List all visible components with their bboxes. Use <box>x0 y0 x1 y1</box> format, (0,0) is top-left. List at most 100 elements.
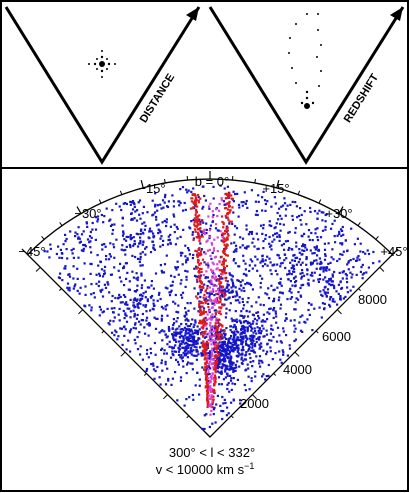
galaxy-point <box>289 297 292 300</box>
galaxy-point <box>345 277 348 280</box>
galaxy-point-red <box>194 196 198 200</box>
galaxy-point <box>173 231 176 234</box>
galaxy-point <box>184 269 187 272</box>
galaxy-point <box>238 319 241 322</box>
galaxy-point <box>318 273 321 276</box>
galaxy-point <box>109 255 112 258</box>
galaxy-point <box>144 290 147 293</box>
cluster-dot <box>101 76 103 78</box>
galaxy-point-red <box>196 255 199 259</box>
galaxy-point <box>196 332 199 335</box>
galaxy-point <box>252 331 255 334</box>
galaxy-point <box>205 413 208 416</box>
galaxy-point <box>195 329 198 332</box>
galaxy-point <box>312 279 315 282</box>
galaxy-point <box>186 191 189 194</box>
galaxy-point <box>276 211 279 215</box>
galaxy-point-magenta <box>206 249 210 252</box>
galaxy-point <box>229 374 232 377</box>
galaxy-point-red <box>197 254 200 257</box>
fog-dot <box>289 37 291 39</box>
galaxy-point-red <box>196 297 199 300</box>
galaxy-point <box>218 357 221 360</box>
galaxy-point <box>230 242 233 245</box>
galaxy-point <box>209 354 212 357</box>
galaxy-point <box>199 346 202 349</box>
galaxy-point <box>187 328 190 331</box>
galaxy-point <box>238 206 241 209</box>
galaxy-point <box>246 206 249 209</box>
galaxy-point <box>259 281 262 285</box>
galaxy-point <box>225 352 228 355</box>
arc-tick <box>76 206 82 214</box>
galaxy-point <box>295 297 298 300</box>
galaxy-point <box>179 188 182 191</box>
galaxy-point-magenta <box>207 362 210 365</box>
galaxy-point <box>122 202 125 205</box>
galaxy-point <box>250 189 253 192</box>
galaxy-point-red <box>204 345 208 348</box>
galaxy-point <box>77 237 80 240</box>
galaxy-point <box>248 324 251 328</box>
galaxy-point <box>237 355 240 358</box>
galaxy-point <box>190 346 193 350</box>
galaxy-point <box>258 347 262 350</box>
galaxy-point-red <box>218 311 221 314</box>
galaxy-point <box>264 209 267 212</box>
galaxy-point <box>323 308 326 311</box>
galaxy-point <box>218 371 221 374</box>
galaxy-point <box>280 361 283 364</box>
galaxy-point <box>298 251 301 254</box>
galaxy-point <box>233 383 237 386</box>
galaxy-point-red <box>195 267 198 270</box>
galaxy-point <box>163 196 167 199</box>
cluster-dot <box>88 63 90 65</box>
galaxy-point <box>165 254 168 257</box>
galaxy-point <box>174 266 177 269</box>
galaxy-point-red <box>228 194 231 197</box>
galaxy-point <box>227 356 230 359</box>
galaxy-point <box>262 247 265 250</box>
galaxy-point <box>160 359 163 362</box>
galaxy-point <box>233 330 236 333</box>
galaxy-point <box>164 305 167 308</box>
galaxy-point <box>124 313 127 316</box>
galaxy-point <box>248 353 251 356</box>
galaxy-point-red <box>220 263 223 266</box>
galaxy-point <box>136 209 139 212</box>
galaxy-point <box>186 302 189 305</box>
galaxy-point <box>255 355 258 358</box>
galaxy-point <box>307 229 311 232</box>
galaxy-point-magenta <box>215 284 218 287</box>
galaxy-point-magenta <box>203 232 207 235</box>
galaxy-point-red <box>206 391 209 394</box>
galaxy-point <box>57 245 60 248</box>
galaxy-point-magenta <box>212 283 215 286</box>
galaxy-point-magenta <box>215 290 218 293</box>
galaxy-point <box>177 347 180 350</box>
galaxy-point <box>279 303 283 306</box>
galaxy-point <box>113 266 116 269</box>
galaxy-point <box>232 367 235 370</box>
galaxy-point <box>284 266 287 270</box>
galaxy-point-red <box>218 295 221 298</box>
galaxy-point <box>294 338 297 341</box>
galaxy-point-red <box>217 333 220 336</box>
galaxy-point <box>77 226 80 229</box>
galaxy-point <box>122 309 125 313</box>
galaxy-point <box>225 298 228 301</box>
galaxy-point-magenta <box>210 375 213 378</box>
galaxy-point <box>202 205 205 208</box>
galaxy-point <box>240 289 243 292</box>
galaxy-point <box>99 289 102 292</box>
galaxy-point <box>180 342 183 346</box>
galaxy-point <box>223 291 226 295</box>
galaxy-point <box>277 254 280 257</box>
galaxy-point <box>91 221 94 225</box>
galaxy-point <box>223 268 226 271</box>
galaxy-point <box>328 283 331 286</box>
galaxy-point <box>115 202 118 205</box>
galaxy-point-red <box>204 343 207 346</box>
galaxy-point <box>263 199 267 202</box>
